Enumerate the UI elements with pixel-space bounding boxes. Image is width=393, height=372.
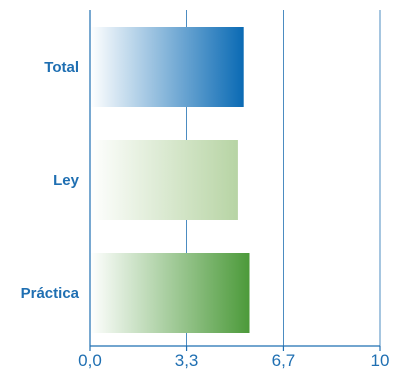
x-tick-label: 6,7 (272, 351, 296, 370)
bars (90, 27, 250, 333)
x-tick-label: 0,0 (78, 351, 102, 370)
x-axis: 0,0 3,3 6,7 10 (78, 10, 389, 370)
category-label: Práctica (21, 285, 80, 302)
category-labels: Total Ley Práctica (21, 59, 80, 302)
category-label: Ley (53, 172, 80, 189)
x-tick-label: 3,3 (175, 351, 199, 370)
bar-ley (90, 140, 238, 220)
bar-práctica (90, 253, 250, 333)
bar-total (90, 27, 244, 107)
category-label: Total (44, 59, 79, 76)
x-tick-label: 10 (371, 351, 390, 370)
